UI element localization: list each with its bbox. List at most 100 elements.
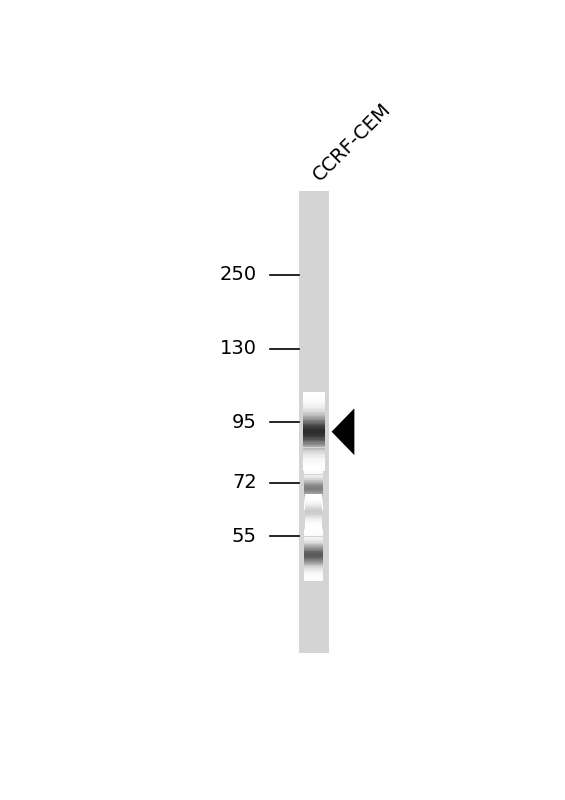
Bar: [305, 529, 323, 530]
Bar: [305, 562, 323, 563]
Bar: [303, 433, 324, 434]
Bar: [305, 578, 323, 579]
Bar: [305, 567, 323, 568]
Bar: [305, 579, 323, 580]
Bar: [305, 548, 323, 549]
Text: 72: 72: [232, 474, 257, 492]
Bar: [305, 568, 323, 569]
Bar: [305, 570, 323, 571]
Bar: [303, 454, 324, 455]
Bar: [303, 398, 324, 399]
Bar: [305, 564, 323, 565]
Bar: [303, 430, 324, 432]
Bar: [305, 550, 323, 551]
Text: CCRF-CEM: CCRF-CEM: [309, 100, 394, 186]
Bar: [305, 543, 323, 544]
Bar: [305, 576, 323, 577]
Bar: [303, 469, 324, 470]
Bar: [305, 530, 323, 531]
Bar: [303, 462, 324, 463]
Bar: [303, 445, 324, 446]
Bar: [305, 551, 323, 552]
Bar: [303, 420, 324, 421]
Bar: [303, 449, 324, 450]
Bar: [303, 455, 324, 457]
Bar: [303, 426, 324, 428]
Bar: [305, 553, 323, 554]
Bar: [305, 558, 323, 559]
Bar: [303, 451, 324, 453]
Bar: [303, 404, 324, 406]
Bar: [303, 418, 324, 420]
Bar: [305, 556, 323, 557]
Bar: [305, 563, 323, 564]
Bar: [303, 437, 324, 438]
Bar: [305, 549, 323, 550]
Bar: [303, 422, 324, 424]
Bar: [299, 191, 328, 654]
Bar: [303, 446, 324, 447]
Bar: [303, 410, 324, 412]
Bar: [305, 538, 323, 539]
Bar: [305, 545, 323, 546]
Bar: [303, 412, 324, 414]
Bar: [305, 554, 323, 555]
Bar: [305, 577, 323, 578]
Bar: [305, 555, 323, 556]
Bar: [305, 546, 323, 547]
Bar: [303, 402, 324, 404]
Bar: [303, 408, 324, 410]
Bar: [303, 470, 324, 471]
Bar: [305, 540, 323, 541]
Bar: [305, 557, 323, 558]
Bar: [303, 461, 324, 462]
Text: 55: 55: [232, 527, 257, 546]
Bar: [305, 533, 323, 534]
Bar: [303, 447, 324, 449]
Bar: [303, 400, 324, 402]
Bar: [305, 561, 323, 562]
Bar: [305, 537, 323, 538]
Bar: [305, 560, 323, 561]
Bar: [305, 536, 323, 537]
Bar: [303, 450, 324, 451]
Bar: [303, 399, 324, 400]
Bar: [303, 425, 324, 426]
Bar: [303, 465, 324, 466]
Bar: [303, 394, 324, 395]
Bar: [303, 396, 324, 398]
Bar: [303, 414, 324, 416]
Bar: [303, 392, 324, 394]
Text: 95: 95: [232, 413, 257, 432]
Bar: [303, 466, 324, 467]
Bar: [305, 580, 323, 582]
Bar: [305, 575, 323, 576]
Bar: [305, 534, 323, 536]
Bar: [303, 432, 324, 433]
Bar: [305, 532, 323, 533]
Bar: [305, 574, 323, 575]
Bar: [303, 416, 324, 418]
Bar: [303, 442, 324, 443]
Bar: [305, 566, 323, 567]
Bar: [303, 467, 324, 469]
Bar: [305, 571, 323, 573]
Bar: [303, 443, 324, 445]
Bar: [303, 438, 324, 440]
Bar: [303, 441, 324, 442]
Polygon shape: [332, 408, 354, 455]
Bar: [305, 547, 323, 548]
Bar: [303, 424, 324, 425]
Bar: [303, 459, 324, 461]
Bar: [305, 531, 323, 532]
Bar: [303, 434, 324, 436]
Bar: [303, 406, 324, 408]
Bar: [303, 436, 324, 437]
Bar: [303, 453, 324, 454]
Bar: [303, 428, 324, 429]
Bar: [305, 559, 323, 560]
Bar: [305, 539, 323, 540]
Bar: [303, 457, 324, 458]
Bar: [303, 440, 324, 441]
Bar: [305, 569, 323, 570]
